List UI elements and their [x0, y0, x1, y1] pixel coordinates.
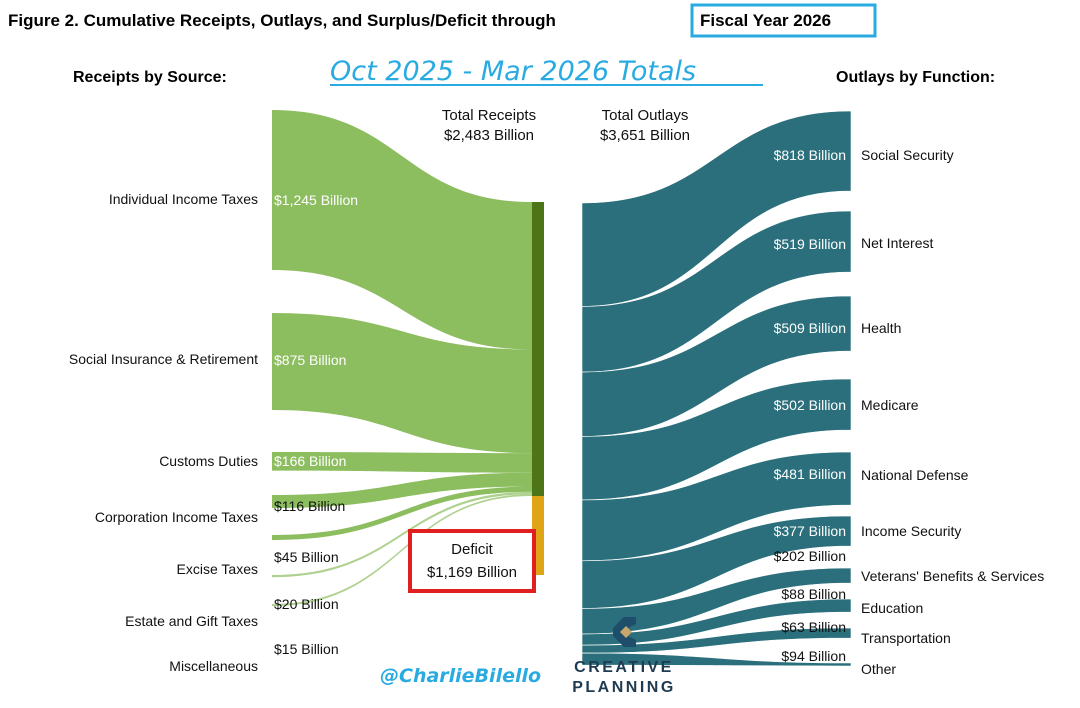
receipt-flows	[272, 110, 532, 606]
receipt-name-social-insurance-retirement: Social Insurance & Retirement	[69, 351, 258, 367]
receipt-flow-miscellaneous	[272, 494, 532, 606]
outlay-name-other: Other	[861, 661, 896, 677]
title-highlight: Fiscal Year 2026	[700, 11, 831, 30]
outlay-name-social-security: Social Security	[861, 147, 954, 163]
brand-line2: PLANNING	[572, 679, 676, 696]
outlay-value-national-defense: $481 Billion	[774, 466, 846, 482]
outlay-flow-education	[581, 598, 852, 646]
receipt-flow-estate-and-gift-taxes	[272, 491, 532, 578]
outlay-name-medicare: Medicare	[861, 397, 919, 413]
outlay-name-education: Education	[861, 600, 923, 616]
creative-planning-logo: CREATIVE PLANNING	[572, 617, 676, 696]
receipt-name-customs-duties: Customs Duties	[159, 453, 258, 469]
receipt-flow-individual-income-taxes	[272, 110, 532, 350]
outlays-header: Outlays by Function:	[836, 69, 995, 86]
outlay-flow-veterans-benefits-services	[581, 567, 852, 635]
outlay-flow-health	[581, 295, 852, 437]
outlay-flow-medicare	[581, 378, 852, 501]
outlay-flows	[581, 110, 852, 667]
total-receipts-value: $2,483 Billion	[444, 127, 534, 144]
outlay-value-other: $94 Billion	[781, 648, 846, 664]
receipt-flow-social-insurance-retirement	[272, 313, 532, 454]
outlay-value-veterans-benefits-services: $202 Billion	[774, 548, 846, 564]
receipt-value-miscellaneous: $15 Billion	[274, 641, 339, 657]
subtitle: Oct 2025 - Mar 2026 Totals	[330, 56, 696, 87]
deficit-label: Deficit	[451, 541, 494, 558]
outlay-value-net-interest: $519 Billion	[774, 236, 846, 252]
deficit-value: $1,169 Billion	[427, 564, 517, 581]
total-outlays-label: Total Outlays	[602, 107, 689, 124]
outlay-flow-other	[581, 652, 852, 667]
total-receipts-label: Total Receipts	[442, 107, 536, 124]
outlay-value-health: $509 Billion	[774, 320, 846, 336]
outlay-value-education: $88 Billion	[781, 586, 846, 602]
flow-labels: Individual Income Taxes $1,245 Billion Soc…	[69, 147, 1044, 677]
receipt-value-social-insurance-retirement: $875 Billion	[274, 352, 346, 368]
deficit-box	[408, 529, 536, 593]
outlay-flow-social-security	[581, 110, 852, 307]
receipt-value-individual-income-taxes: $1,245 Billion	[274, 192, 358, 208]
figure-title: Figure 2. Cumulative Receipts, Outlays, …	[8, 11, 556, 30]
outlay-name-income-security: Income Security	[861, 523, 961, 539]
receipt-value-customs-duties: $166 Billion	[274, 453, 346, 469]
receipt-name-estate-and-gift-taxes: Estate and Gift Taxes	[125, 613, 258, 629]
receipt-value-estate-and-gift-taxes: $20 Billion	[274, 596, 339, 612]
receipt-name-excise-taxes: Excise Taxes	[177, 561, 258, 577]
outlay-name-net-interest: Net Interest	[861, 235, 933, 251]
logo-diamond-icon	[620, 626, 632, 638]
outlay-name-veterans-benefits-services: Veterans' Benefits & Services	[861, 568, 1044, 584]
center-bars	[532, 202, 544, 575]
outlay-flow-transportation	[581, 627, 852, 654]
outlay-flow-income-security	[581, 515, 852, 609]
receipt-name-individual-income-taxes: Individual Income Taxes	[109, 191, 258, 207]
outlay-flow-national-defense	[581, 451, 852, 562]
outlay-flow-net-interest	[581, 210, 852, 373]
outlay-value-medicare: $502 Billion	[774, 397, 846, 413]
title-highlight-box	[690, 3, 877, 38]
receipt-value-corporation-income-taxes: $116 Billion	[274, 498, 345, 514]
receipt-name-miscellaneous: Miscellaneous	[169, 658, 258, 674]
outlay-name-transportation: Transportation	[861, 630, 951, 646]
brand-line1: CREATIVE	[574, 659, 674, 676]
receipt-flow-excise-taxes	[272, 486, 532, 541]
receipt-value-excise-taxes: $45 Billion	[274, 549, 339, 565]
outlay-value-social-security: $818 Billion	[774, 147, 846, 163]
logo-mark-icon	[613, 617, 636, 647]
total-receipts-bar	[532, 202, 544, 496]
outlay-name-health: Health	[861, 320, 901, 336]
outlay-value-transportation: $63 Billion	[781, 619, 846, 635]
outlay-name-national-defense: National Defense	[861, 467, 969, 483]
author-handle: @CharlieBilello	[380, 665, 541, 687]
receipts-header: Receipts by Source:	[73, 69, 227, 86]
outlay-value-income-security: $377 Billion	[774, 523, 846, 539]
receipt-flow-customs-duties	[272, 452, 532, 473]
total-outlays-value: $3,651 Billion	[600, 127, 690, 144]
receipt-name-corporation-income-taxes: Corporation Income Taxes	[95, 509, 258, 525]
receipt-flow-corporation-income-taxes	[272, 472, 532, 509]
